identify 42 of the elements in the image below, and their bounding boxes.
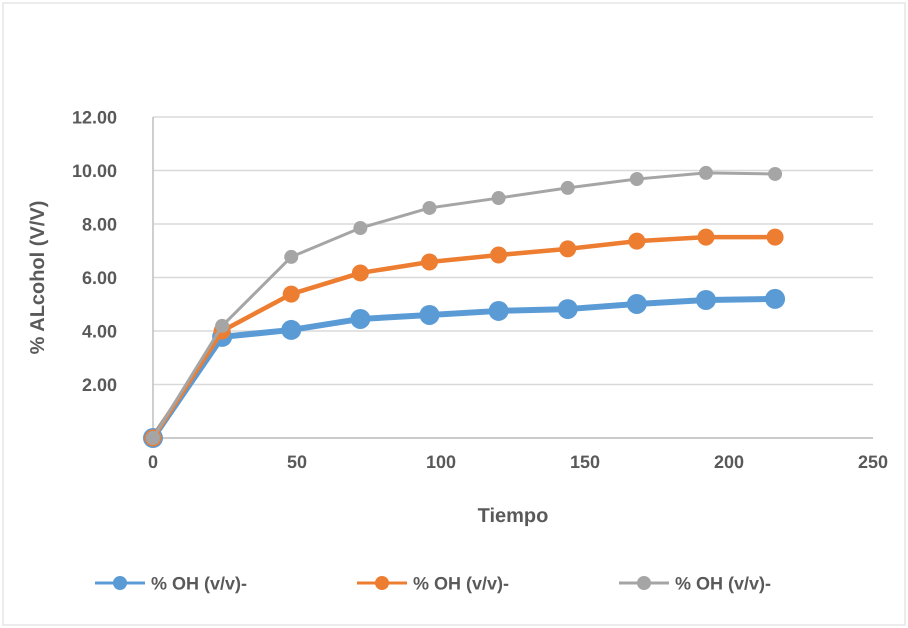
y-tick-label: 10.00: [72, 160, 117, 181]
legend-label: % OH (v/v)-: [151, 573, 248, 594]
point: [352, 264, 369, 282]
point: [768, 166, 782, 181]
x-tick-label: 150: [570, 452, 600, 472]
y-tick-label: 12.00: [72, 107, 117, 128]
point: [282, 286, 300, 303]
x-tick-label: 250: [858, 452, 888, 472]
point: [630, 172, 644, 186]
point: [350, 308, 370, 329]
point: [766, 228, 784, 246]
point: [281, 320, 302, 340]
point: [765, 288, 786, 309]
point: [215, 318, 230, 333]
point: [490, 246, 508, 264]
point: [558, 299, 578, 320]
y-axis-title: % ALcohol (V/V): [27, 200, 49, 354]
point: [626, 294, 647, 314]
y-tick-label: 4.00: [82, 321, 117, 342]
point: [422, 200, 436, 215]
point: [698, 166, 713, 180]
point: [284, 250, 298, 264]
point: [560, 180, 575, 195]
point: [488, 300, 509, 321]
point: [420, 253, 438, 270]
y-tick-label: 6.00: [82, 268, 117, 288]
x-tick-label: 50: [286, 452, 308, 472]
point: [559, 240, 576, 258]
point: [696, 290, 716, 310]
point: [353, 221, 368, 236]
x-tick-label: 0: [148, 452, 158, 472]
x-axis-title: Tiempo: [478, 505, 548, 527]
x-tick-label: 200: [714, 452, 744, 472]
y-tick-label: 2.00: [82, 374, 117, 395]
x-tick-label: 100: [426, 452, 456, 472]
point: [419, 304, 440, 325]
legend-label: % OH (v/v)-: [413, 573, 510, 594]
point: [628, 232, 646, 250]
y-tick-label: 8.00: [82, 214, 117, 234]
legend-label: % OH (v/v)-: [675, 573, 772, 594]
point: [697, 228, 714, 246]
point: [492, 191, 506, 206]
